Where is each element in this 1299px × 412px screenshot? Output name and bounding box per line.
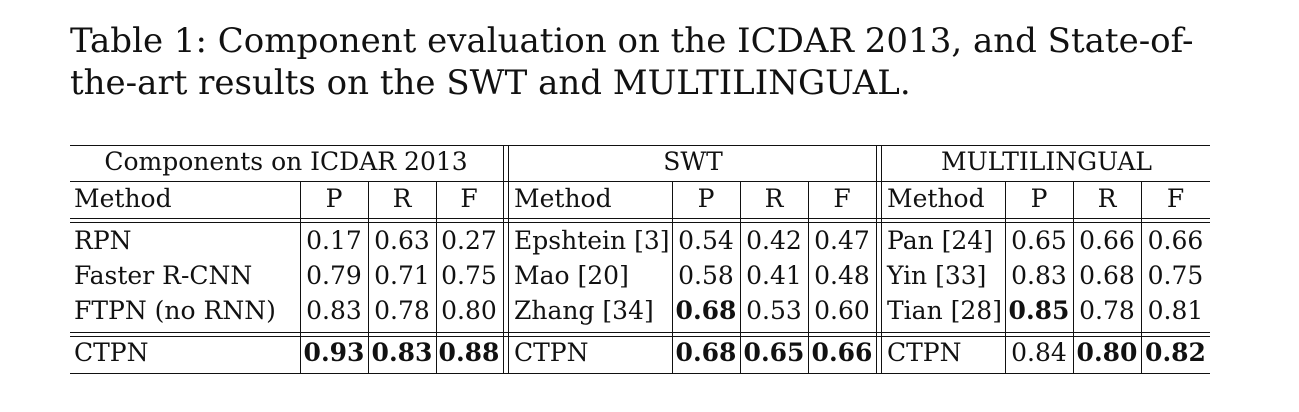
multi-method-cell: Yin [33] <box>887 261 987 290</box>
swt-value-cell: 0.65 <box>743 338 805 367</box>
multi-method-cell: Pan [24] <box>887 226 993 255</box>
icdar-header-method: Method <box>74 184 172 213</box>
icdar-column-divider-2 <box>368 181 369 374</box>
icdar-value-cell: 0.78 <box>374 296 430 325</box>
icdar-header-p: P <box>325 184 343 213</box>
icdar-value-cell: 0.80 <box>441 296 497 325</box>
swt-method-cell: Zhang [34] <box>514 296 654 325</box>
multi-value-cell: 0.66 <box>1079 226 1135 255</box>
icdar-value-cell: 0.93 <box>303 338 365 367</box>
multi-column-divider-1 <box>1005 181 1006 374</box>
swt-header-p: P <box>697 184 715 213</box>
table-caption: Table 1: Component evaluation on the ICD… <box>70 21 1194 103</box>
swt-method-cell: Epshtein [3] <box>514 226 670 255</box>
icdar-method-cell: FTPN (no RNN) <box>74 296 276 325</box>
icdar-value-cell: 0.79 <box>306 261 362 290</box>
icdar-value-cell: 0.83 <box>306 296 362 325</box>
swt-value-cell: 0.53 <box>746 296 802 325</box>
icdar-method-cell: RPN <box>74 226 132 255</box>
multi-value-cell: 0.83 <box>1011 261 1067 290</box>
multi-header-r: R <box>1097 184 1117 213</box>
results-table: Components on ICDAR 2013 Method P R F RPN 0.17… <box>70 145 1210 377</box>
icdar-value-cell: 0.71 <box>374 261 430 290</box>
icdar-value-cell: 0.83 <box>371 338 433 367</box>
multi-column-divider-2 <box>1073 181 1074 374</box>
swt-value-cell: 0.41 <box>746 261 802 290</box>
swt-header-method: Method <box>514 184 612 213</box>
swt-value-cell: 0.58 <box>678 261 734 290</box>
swt-value-cell: 0.60 <box>814 296 870 325</box>
icdar-method-cell: CTPN <box>74 338 149 367</box>
top-rule <box>70 145 1210 146</box>
multi-header-p: P <box>1030 184 1048 213</box>
header-rule-1 <box>70 218 1210 219</box>
swt-column-divider-3 <box>808 181 809 374</box>
icdar-column-divider-3 <box>436 181 437 374</box>
body-rule-1 <box>70 332 1210 333</box>
swt-header-f: F <box>833 184 851 213</box>
section-separator-0-0 <box>503 145 504 374</box>
multi-header-f: F <box>1166 184 1185 213</box>
body-rule-2 <box>70 336 1210 337</box>
swt-value-cell: 0.54 <box>678 226 734 255</box>
section-separator-1-1 <box>881 145 882 374</box>
swt-value-cell: 0.68 <box>675 296 737 325</box>
multi-value-cell: 0.80 <box>1076 338 1138 367</box>
multi-value-cell: 0.85 <box>1008 296 1070 325</box>
icdar-value-cell: 0.88 <box>438 338 500 367</box>
multi-value-cell: 0.75 <box>1147 261 1204 290</box>
swt-value-cell: 0.47 <box>814 226 870 255</box>
multi-value-cell: 0.81 <box>1147 296 1204 325</box>
multi-value-cell: 0.68 <box>1079 261 1135 290</box>
multi-value-cell: 0.82 <box>1145 338 1206 367</box>
section-separator-1-0 <box>876 145 877 374</box>
icdar-value-cell: 0.17 <box>306 226 362 255</box>
header-rule-2 <box>70 222 1210 223</box>
icdar-value-cell: 0.27 <box>441 226 497 255</box>
bottom-rule <box>70 373 1210 374</box>
icdar-header-r: R <box>392 184 412 213</box>
swt-value-cell: 0.66 <box>811 338 873 367</box>
multi-method-cell: CTPN <box>887 338 962 367</box>
multi-value-cell: 0.66 <box>1147 226 1204 255</box>
multi-value-cell: 0.84 <box>1011 338 1067 367</box>
multi-method-cell: Tian [28] <box>887 296 1002 325</box>
icdar-value-cell: 0.63 <box>374 226 430 255</box>
icdar-method-cell: Faster R-CNN <box>74 261 253 290</box>
swt-method-cell: CTPN <box>514 338 589 367</box>
swt-value-cell: 0.42 <box>746 226 802 255</box>
swt-column-divider-1 <box>672 181 673 374</box>
group-header-multi: MULTILINGUAL <box>940 147 1153 176</box>
swt-column-divider-2 <box>740 181 741 374</box>
group-rule <box>70 181 1210 182</box>
group-header-swt: SWT <box>663 147 723 176</box>
multi-header-method: Method <box>887 184 985 213</box>
icdar-header-f: F <box>460 184 478 213</box>
swt-value-cell: 0.68 <box>675 338 737 367</box>
multi-column-divider-3 <box>1141 181 1142 374</box>
swt-method-cell: Mao [20] <box>514 261 629 290</box>
swt-value-cell: 0.48 <box>814 261 870 290</box>
multi-value-cell: 0.78 <box>1079 296 1135 325</box>
group-header-icdar: Components on ICDAR 2013 <box>104 147 468 176</box>
icdar-column-divider-1 <box>300 181 301 374</box>
multi-value-cell: 0.65 <box>1011 226 1067 255</box>
section-separator-0-1 <box>508 145 509 374</box>
icdar-value-cell: 0.75 <box>441 261 497 290</box>
swt-header-r: R <box>764 184 784 213</box>
